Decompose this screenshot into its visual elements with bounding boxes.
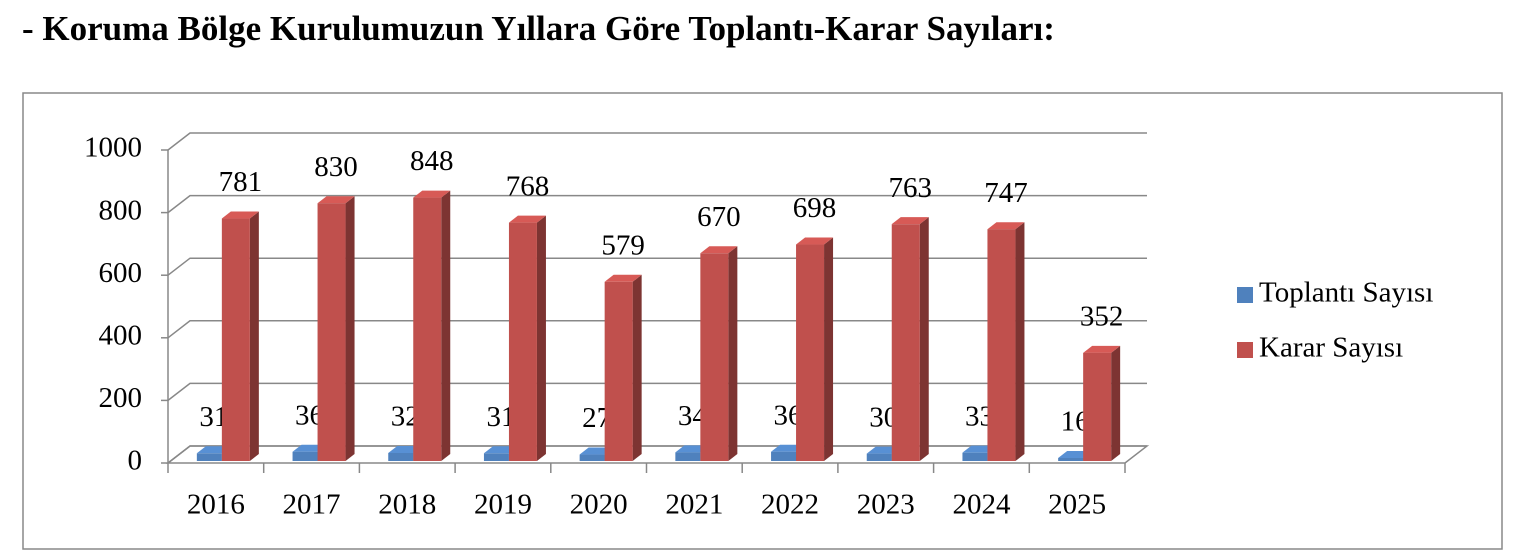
bar-side (919, 217, 929, 461)
x-tick-label: 2024 (952, 489, 1011, 521)
bar (796, 244, 825, 461)
bar (292, 451, 318, 461)
data-label: 698 (793, 192, 837, 224)
y-tick-label: 400 (99, 319, 143, 351)
x-tick-label: 2017 (283, 489, 341, 521)
bar-top (508, 215, 546, 223)
bar (413, 197, 442, 462)
x-tick-label: 2023 (857, 489, 915, 521)
bar-side (728, 246, 738, 461)
x-tick-label: 2018 (378, 489, 436, 521)
legend-swatch (1237, 287, 1253, 303)
bar (700, 253, 729, 461)
bar-side (1015, 222, 1025, 461)
x-tick-label: 2020 (570, 489, 628, 521)
bar-top (796, 237, 834, 245)
bar-side (536, 215, 546, 461)
bar (771, 451, 797, 461)
bar-top (1083, 345, 1121, 353)
bar (604, 281, 633, 461)
x-tick-label: 2022 (761, 489, 819, 521)
bar-side (632, 274, 642, 461)
data-label: 670 (697, 201, 741, 233)
data-label: 579 (601, 229, 645, 261)
bar (579, 454, 605, 461)
data-label: 352 (1080, 300, 1124, 332)
bar (1083, 352, 1112, 461)
x-tick-label: 2016 (187, 489, 245, 521)
data-label: 747 (984, 177, 1028, 209)
legend-label: Toplantı Sayısı (1259, 277, 1433, 309)
bar-top (317, 196, 355, 204)
bar (866, 453, 892, 461)
legend-swatch (1237, 342, 1253, 358)
data-label: 830 (314, 151, 358, 183)
legend-label: Karar Sayısı (1259, 332, 1403, 364)
bar-side (441, 190, 451, 462)
bar (987, 229, 1016, 461)
data-label: 763 (889, 172, 933, 204)
bar (508, 222, 537, 461)
x-tick-label: 2021 (665, 489, 723, 521)
x-tick-label: 2025 (1048, 489, 1106, 521)
data-label: 848 (410, 145, 454, 177)
bar (317, 203, 346, 461)
bar-top (604, 274, 642, 282)
grid-line (167, 194, 1147, 214)
data-label: 768 (506, 170, 550, 202)
bar-side (824, 237, 834, 461)
y-tick-label: 0 (128, 445, 143, 477)
data-label: 781 (219, 166, 263, 198)
y-tick-label: 200 (99, 382, 143, 414)
bar-side (1111, 345, 1121, 461)
y-tick-label: 800 (99, 194, 143, 226)
chart-frame (22, 92, 1503, 550)
bar-side (249, 211, 259, 461)
bar (388, 452, 414, 461)
bar (1058, 457, 1084, 461)
y-tick-label: 1000 (84, 132, 142, 164)
grid-line (167, 132, 1147, 151)
chart-title: - Koruma Bölge Kurulumuzun Yıllara Göre … (22, 9, 1055, 48)
bar (675, 452, 701, 461)
bar (196, 453, 222, 461)
bar-top (700, 246, 738, 254)
bar (221, 218, 250, 461)
bar-top (221, 211, 259, 219)
bar-top (987, 222, 1025, 230)
bar (962, 452, 988, 461)
bar-side (345, 196, 355, 461)
bar (483, 453, 509, 461)
bar-top (413, 190, 451, 198)
x-tick-label: 2019 (474, 489, 532, 521)
bar-top (891, 217, 929, 225)
y-tick-label: 600 (99, 257, 143, 289)
bar (891, 224, 920, 461)
